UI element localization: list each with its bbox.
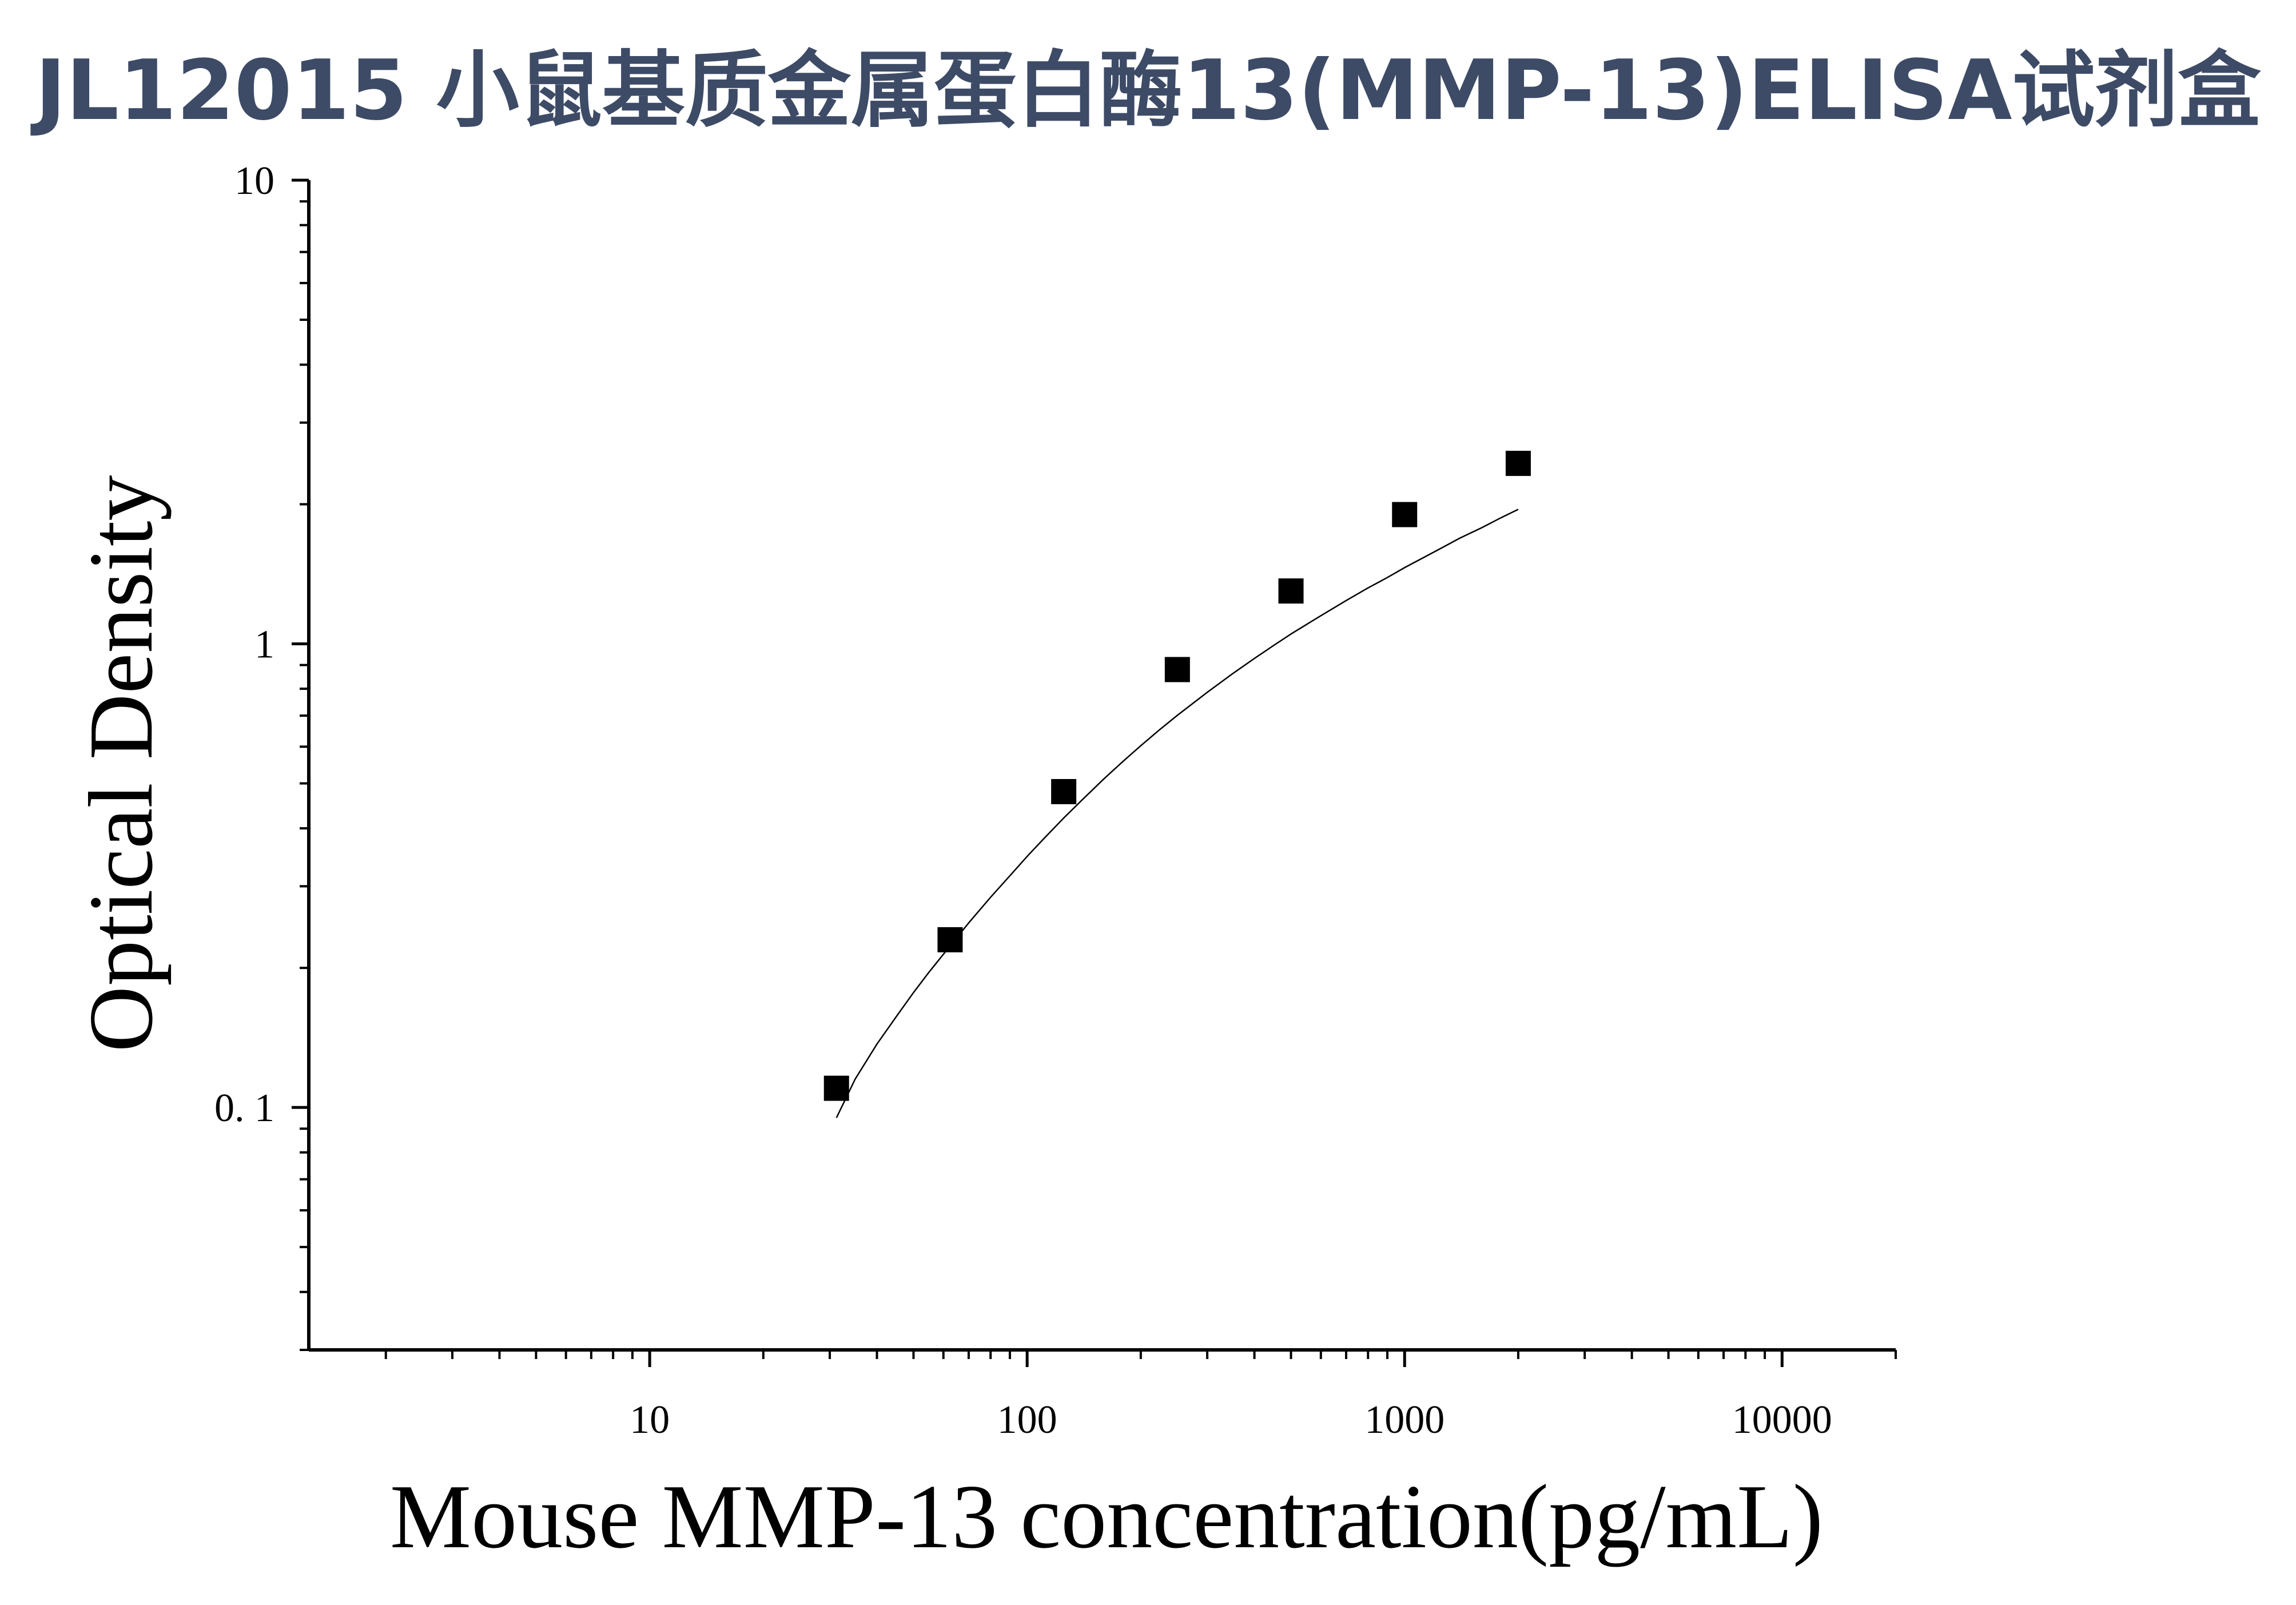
y-tick-label: 1 — [254, 623, 274, 667]
y-tick-label: 0. 1 — [214, 1086, 274, 1130]
data-point — [1392, 502, 1418, 527]
x-axis-title: Mouse MMP-13 concentration(pg/mL) — [390, 1465, 1823, 1567]
data-point — [823, 1075, 849, 1101]
data-points — [823, 451, 1531, 1101]
axes — [307, 180, 1896, 1352]
tick-labels: 10 100 1000 10000 10 1 0. 1 — [214, 159, 1832, 1442]
x-tick-label: 1000 — [1364, 1398, 1445, 1442]
x-tick-label: 10 — [630, 1398, 670, 1442]
fit-curve — [835, 508, 1519, 1118]
x-tick-label: 100 — [997, 1398, 1057, 1442]
data-point — [1051, 778, 1077, 804]
page-title: JL12015 小鼠基质金属蛋白酶13(MMP-13)ELISA试剂盒 — [35, 42, 2261, 139]
data-point — [1278, 578, 1304, 604]
data-point — [1505, 451, 1531, 476]
ticks — [292, 178, 1897, 1367]
y-tick-label: 10 — [234, 159, 274, 203]
y-axis-title: Optical Density — [70, 475, 172, 1052]
data-point — [937, 927, 963, 952]
x-tick-label: 10000 — [1732, 1398, 1832, 1442]
data-point — [1164, 657, 1190, 682]
